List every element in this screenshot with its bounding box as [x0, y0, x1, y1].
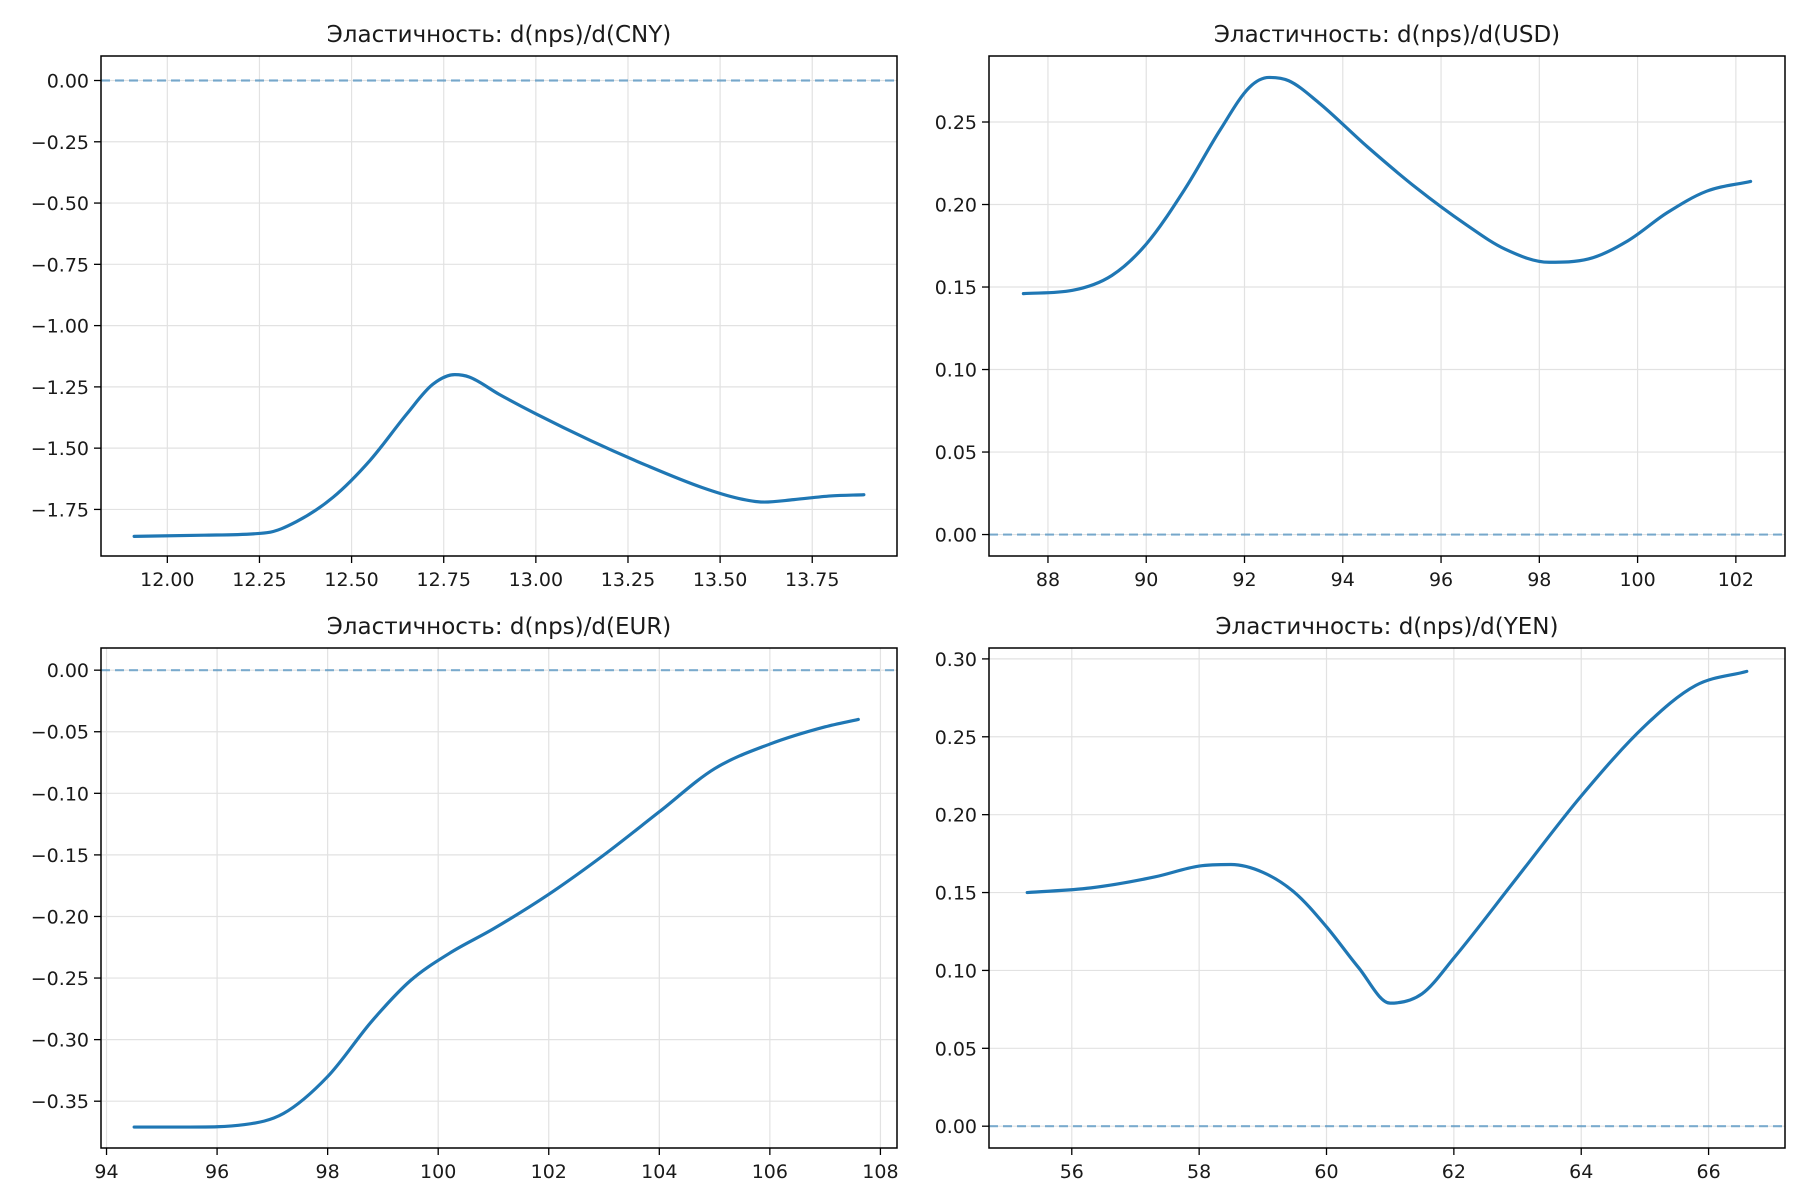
x-tick-label: 102 — [531, 1161, 567, 1183]
x-tick-label: 96 — [205, 1161, 229, 1183]
y-tick-label: −0.35 — [31, 1091, 89, 1113]
x-tick-label: 66 — [1696, 1161, 1720, 1183]
axes-frame — [988, 55, 1786, 557]
y-tick-label: 0.20 — [935, 195, 977, 217]
y-tick-label: 0.00 — [47, 660, 89, 682]
y-tick-label: 0.00 — [935, 525, 977, 547]
y-tick-label: 0.00 — [47, 71, 89, 93]
subplot-eur: Эластичность: d(nps)/d(EUR) 94 96 98 100 102… — [31, 614, 899, 1183]
y-tick-label: −0.25 — [31, 132, 89, 154]
y-tick-label: −0.30 — [31, 1030, 89, 1052]
x-tick-label: 12.75 — [417, 569, 471, 591]
x-tick-label: 13.00 — [509, 569, 563, 591]
subplot-title: Эластичность: d(nps)/d(EUR) — [327, 614, 672, 640]
y-tick-label: 0.00 — [935, 1116, 977, 1138]
x-tick-label: 60 — [1314, 1161, 1338, 1183]
y-tick-label: −0.25 — [31, 968, 89, 990]
y-tick-label: −0.05 — [31, 722, 89, 744]
x-tick-label: 100 — [420, 1161, 456, 1183]
y-tick-label: 0.15 — [935, 277, 977, 299]
y-tick-label: −0.75 — [31, 254, 89, 276]
subplot-title: Эластичность: d(nps)/d(YEN) — [1216, 614, 1559, 640]
subplot-usd: Эластичность: d(nps)/d(USD) 88 90 92 94 96 98… — [935, 22, 1786, 591]
x-tick-label: 92 — [1232, 569, 1256, 591]
y-tick-label: −1.75 — [31, 499, 89, 521]
y-tick-label: −0.15 — [31, 845, 89, 867]
elasticity-series-line — [132, 717, 860, 1129]
y-tick-label: −1.50 — [31, 438, 89, 460]
y-tick-label: −1.25 — [31, 377, 89, 399]
x-tick-label: 13.75 — [785, 569, 839, 591]
x-tick-label: 88 — [1036, 569, 1060, 591]
y-tick-label: 0.05 — [935, 1038, 977, 1060]
y-tick-label: −0.20 — [31, 906, 89, 928]
x-tick-label: 13.50 — [693, 569, 747, 591]
y-tick-label: 0.10 — [935, 360, 977, 382]
x-tick-label: 94 — [1331, 569, 1355, 591]
x-tick-label: 94 — [94, 1161, 118, 1183]
y-tick-label: −1.00 — [31, 316, 89, 338]
x-tick-label: 102 — [1718, 569, 1754, 591]
x-tick-label: 104 — [641, 1161, 677, 1183]
x-tick-label: 98 — [316, 1161, 340, 1183]
x-tick-label: 12.00 — [140, 569, 194, 591]
x-tick-label: 62 — [1442, 1161, 1466, 1183]
y-tick-label: 0.10 — [935, 960, 977, 982]
x-tick-label: 12.25 — [232, 569, 286, 591]
x-tick-label: 58 — [1187, 1161, 1211, 1183]
x-tick-label: 56 — [1060, 1161, 1084, 1183]
subplot-title: Эластичность: d(nps)/d(CNY) — [327, 22, 672, 48]
subplot-title: Эластичность: d(nps)/d(USD) — [1214, 22, 1560, 48]
elasticity-series-line — [1025, 669, 1749, 1005]
x-tick-label: 96 — [1429, 569, 1453, 591]
y-tick-label: −0.10 — [31, 783, 89, 805]
y-tick-label: 0.15 — [935, 883, 977, 905]
axes-frame — [100, 55, 898, 557]
y-tick-label: 0.20 — [935, 805, 977, 827]
subplot-cny: Эластичность: d(nps)/d(CNY) 12.00 12.25 12… — [31, 22, 898, 591]
axes-frame — [988, 647, 1786, 1149]
x-tick-label: 108 — [862, 1161, 898, 1183]
y-tick-label: 0.05 — [935, 442, 977, 464]
y-tick-label: 0.25 — [935, 112, 977, 134]
x-tick-label: 13.25 — [601, 569, 655, 591]
x-tick-label: 98 — [1527, 569, 1551, 591]
x-tick-label: 100 — [1619, 569, 1655, 591]
y-tick-label: 0.30 — [935, 649, 977, 671]
subplot-yen: Эластичность: d(nps)/d(YEN) 56 58 60 62 64 66… — [935, 614, 1786, 1183]
x-tick-label: 106 — [752, 1161, 788, 1183]
elasticity-series-line — [1021, 75, 1753, 296]
axes-frame — [100, 647, 898, 1149]
x-tick-label: 90 — [1134, 569, 1158, 591]
y-tick-label: 0.25 — [935, 727, 977, 749]
elasticity-series-line — [132, 373, 866, 538]
x-tick-label: 12.50 — [324, 569, 378, 591]
x-tick-label: 64 — [1569, 1161, 1593, 1183]
y-tick-label: −0.50 — [31, 193, 89, 215]
